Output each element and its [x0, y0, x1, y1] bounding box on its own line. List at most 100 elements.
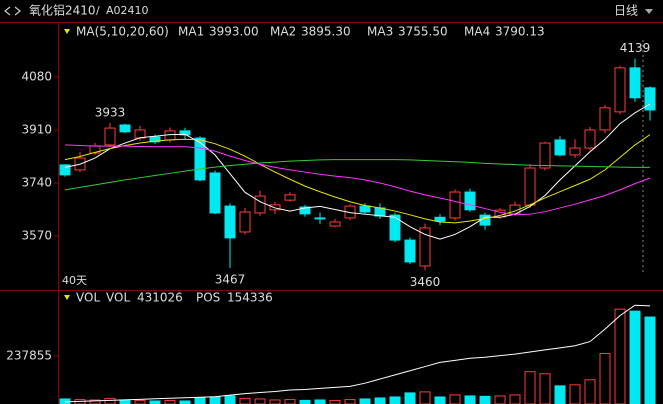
candle-body	[629, 67, 641, 99]
pos-line	[64, 304, 651, 403]
volume-bar	[599, 353, 611, 404]
volume-bar	[614, 308, 626, 404]
candle-body	[224, 205, 236, 239]
candle-body	[464, 191, 476, 211]
legend-name: MA3	[367, 25, 393, 39]
candle-body	[329, 221, 341, 227]
candle-body	[254, 195, 266, 214]
candle-body	[209, 172, 221, 214]
volume-bar	[569, 384, 581, 404]
extreme-label: 3933	[95, 105, 126, 119]
back-icon[interactable]	[4, 6, 21, 16]
volume-bar	[434, 396, 446, 404]
candle-body	[299, 206, 311, 215]
candle-body	[449, 191, 461, 219]
candle-body	[359, 205, 371, 213]
period-arrow[interactable]	[645, 9, 653, 14]
volume-bar	[224, 395, 236, 404]
candle-body	[569, 147, 581, 156]
volume-bar	[419, 391, 431, 404]
volume-bar	[449, 394, 461, 404]
legend-value: 3755.50	[398, 25, 448, 39]
volume-bar	[194, 397, 206, 404]
volume-bar	[584, 379, 596, 404]
ma-line	[64, 159, 650, 191]
period-button[interactable]: 日线	[614, 4, 638, 18]
candle-body	[584, 129, 596, 149]
candle-body	[389, 214, 401, 241]
candle-body	[179, 130, 191, 136]
volume-bar	[329, 400, 341, 404]
vol-title: VOL	[76, 291, 100, 305]
period-label: 40天	[62, 274, 87, 287]
volume-bar	[284, 399, 296, 404]
volume-bar	[389, 396, 401, 404]
volume-bar	[644, 316, 656, 404]
legend-name: POS	[196, 291, 220, 305]
volume-bar	[104, 397, 116, 404]
candle-body	[149, 136, 161, 143]
volume-bar	[269, 399, 281, 404]
candle-body	[419, 227, 431, 267]
ma-label: MA(5,10,20,60)	[76, 25, 169, 39]
candle-body	[644, 87, 656, 111]
legend-name: MA4	[464, 25, 490, 39]
legend-value: 154336	[227, 291, 273, 305]
volume-bar	[374, 397, 386, 404]
candle-body	[119, 124, 131, 133]
volume-bar	[359, 398, 371, 404]
code: A02410	[106, 4, 149, 17]
candle-body	[404, 239, 416, 263]
ma-line	[64, 103, 651, 240]
candle-body	[434, 216, 446, 222]
volume-bar	[404, 392, 416, 404]
volume-bar	[464, 395, 476, 404]
candle-body	[134, 129, 146, 139]
separator: /	[96, 4, 100, 17]
volume-bar	[629, 310, 641, 404]
volume-bar	[254, 398, 266, 404]
candle-body	[539, 142, 551, 169]
volume-bar	[299, 399, 311, 404]
candle-body	[194, 137, 206, 181]
volume-bar	[539, 373, 551, 404]
legend-arrow[interactable]	[64, 29, 70, 34]
volume-bar	[494, 395, 506, 404]
y-tick-label: 3740	[21, 175, 52, 189]
candle-body	[239, 211, 251, 233]
legend-name: VOL	[106, 291, 130, 305]
legend-name: MA1	[178, 25, 204, 39]
candle-body	[269, 204, 281, 211]
extreme-label: 4139	[620, 41, 651, 55]
legend-value: 431026	[137, 291, 183, 305]
extreme-label: 3467	[215, 273, 246, 287]
candle-body	[524, 167, 536, 206]
symbol: 氧化铝2410	[29, 3, 96, 18]
y-tick-label: 3910	[21, 122, 52, 136]
volume-bar	[344, 399, 356, 404]
candle-body	[599, 107, 611, 131]
y-tick-label: 237855	[6, 349, 52, 363]
candle-body	[284, 194, 296, 201]
legend-value: 3895.30	[301, 25, 351, 39]
candle-body	[554, 139, 566, 156]
icon-path	[4, 6, 21, 16]
volume-bar	[239, 397, 251, 404]
ma-line	[64, 134, 651, 224]
volume-bar	[524, 371, 536, 404]
legend-arrow[interactable]	[64, 295, 70, 300]
candle-body	[59, 164, 71, 176]
volume-bar	[479, 395, 491, 404]
volume-bar	[509, 394, 521, 404]
legend-name: MA2	[270, 25, 296, 39]
candle-body	[314, 217, 326, 220]
volume-bar	[134, 399, 146, 404]
extreme-label: 3460	[410, 275, 441, 289]
volume-bar	[89, 399, 101, 404]
candle-body	[479, 214, 491, 226]
legend-value: 3790.13	[495, 25, 545, 39]
ma-line	[64, 144, 651, 216]
